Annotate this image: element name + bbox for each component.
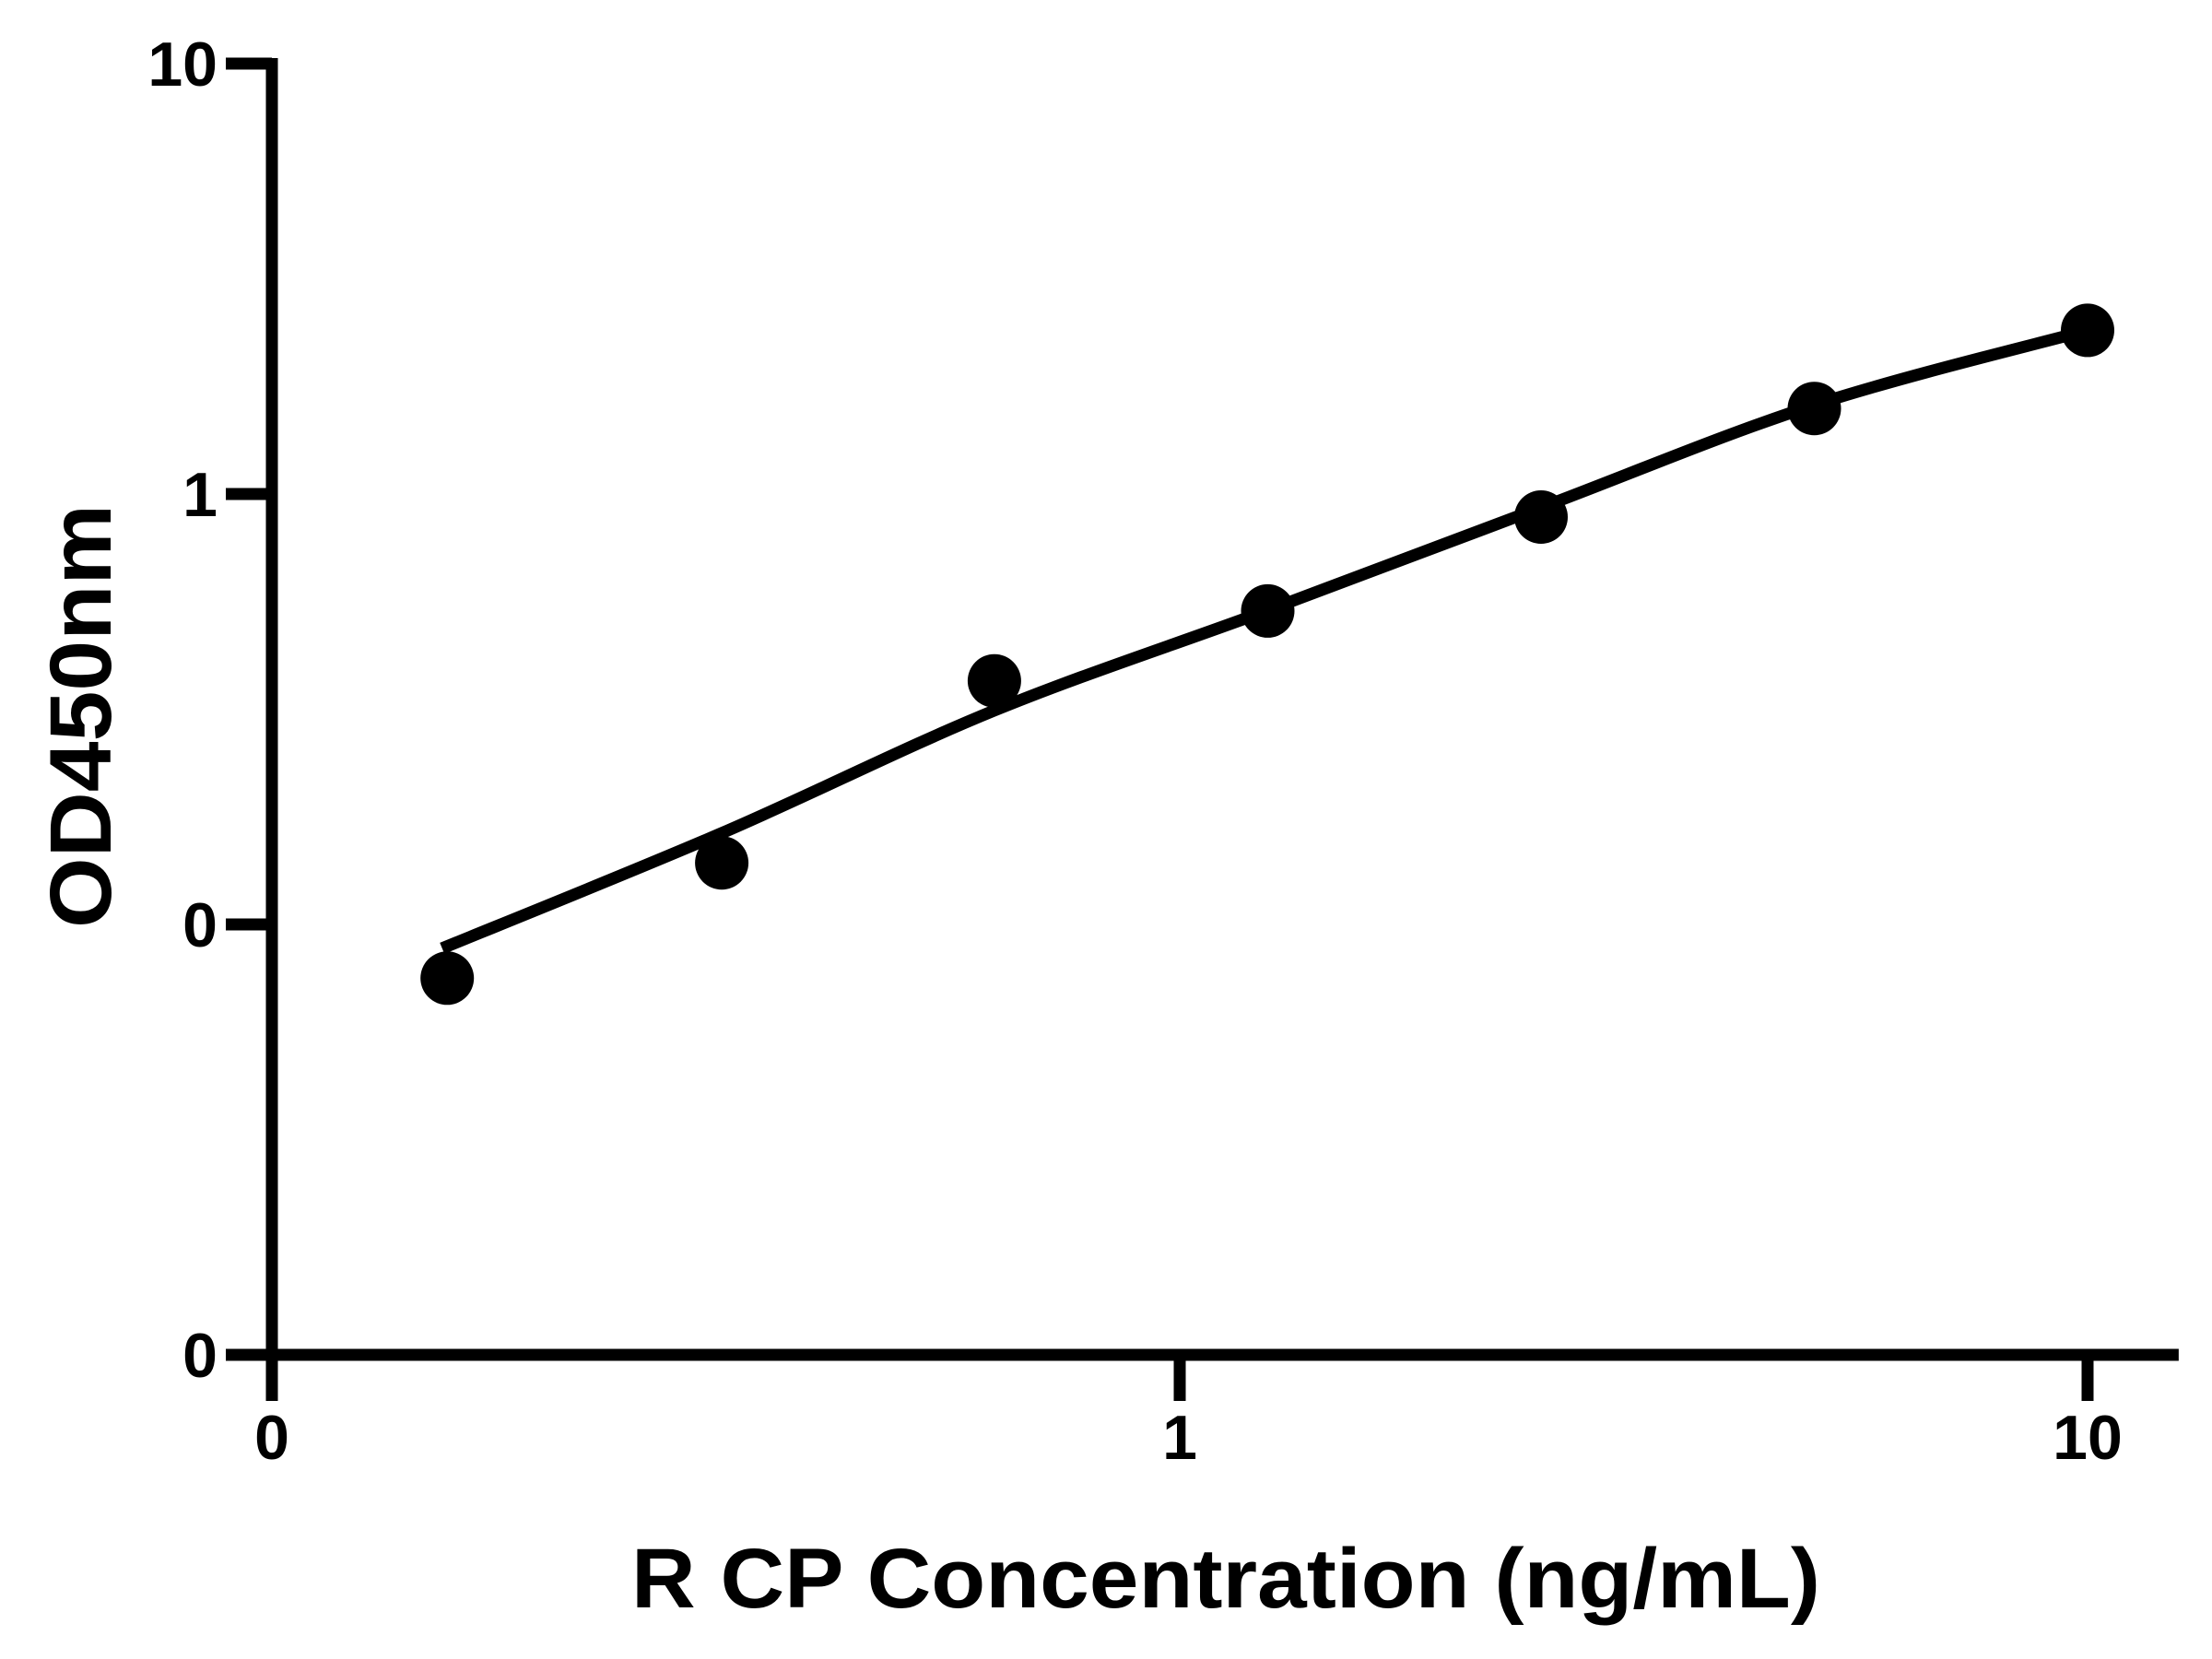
data-point: [1514, 490, 1568, 544]
x-tick-label: 0: [254, 1403, 289, 1473]
data-point: [695, 836, 749, 890]
x-axis-title: R CP Concentration (ng/mL): [631, 1532, 1820, 1626]
fitted-curve-path: [440, 324, 2089, 954]
data-point: [1787, 382, 1841, 436]
data-point: [2061, 303, 2114, 358]
y-axis-title: OD450nm: [32, 504, 130, 928]
axis-ticks: [226, 57, 2094, 1401]
data-point: [1241, 583, 1295, 638]
data-point: [967, 653, 1021, 708]
x-tick-label: 10: [2053, 1403, 2123, 1473]
axes: [265, 58, 2179, 1361]
data-points-group: [420, 303, 2114, 1006]
data-point: [420, 951, 475, 1006]
y-tick-label: 0: [182, 890, 218, 960]
y-tick-label: 1: [182, 460, 218, 530]
x-tick-label: 1: [1162, 1403, 1197, 1473]
y-tick-label: 0: [182, 1321, 218, 1391]
y-tick-label: 10: [147, 29, 218, 100]
